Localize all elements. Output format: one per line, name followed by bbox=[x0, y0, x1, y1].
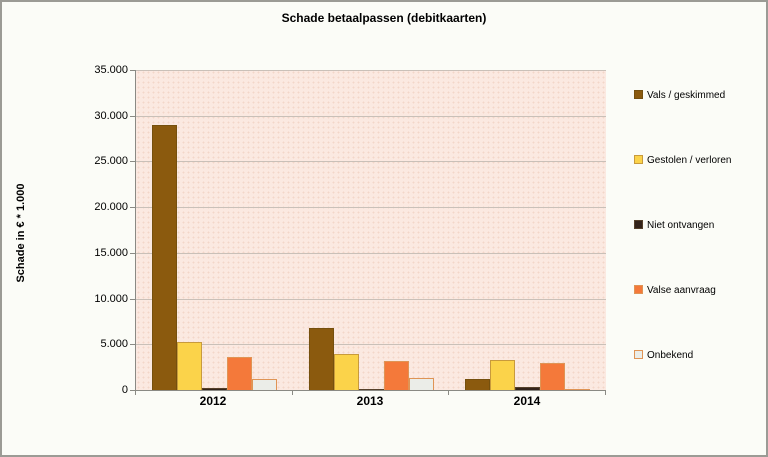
bar-vals-geskimmed-2014 bbox=[465, 379, 490, 390]
legend-item-valse-aanvraag: Valse aanvraag bbox=[634, 285, 716, 299]
legend-label: Vals / geskimmed bbox=[647, 90, 726, 101]
gridline bbox=[136, 253, 606, 254]
y-tick-label: 35.000 bbox=[94, 64, 128, 76]
legend: Vals / geskimmed Gestolen / verloren Niet … bbox=[634, 2, 766, 455]
gridline bbox=[136, 299, 606, 300]
y-tick-mark bbox=[130, 70, 135, 71]
gridline bbox=[136, 161, 606, 162]
x-tick-mark bbox=[292, 391, 293, 395]
gridline bbox=[136, 207, 606, 208]
legend-color-swatch-icon bbox=[634, 90, 643, 99]
legend-label: Onbekend bbox=[647, 350, 694, 361]
y-tick-mark bbox=[130, 116, 135, 117]
legend-label: Niet ontvangen bbox=[647, 220, 715, 231]
y-tick-label: 15.000 bbox=[94, 247, 128, 259]
bar-gestolen-verloren-2013 bbox=[334, 354, 359, 390]
y-tick-label: 30.000 bbox=[94, 110, 128, 122]
plot-area bbox=[135, 70, 606, 391]
y-tick-label: 0 bbox=[121, 384, 128, 396]
y-tick-label: 25.000 bbox=[94, 155, 128, 167]
y-tick-label: 20.000 bbox=[94, 201, 128, 213]
y-tick-label: 10.000 bbox=[94, 293, 128, 305]
bar-niet-ontvangen-2014 bbox=[515, 387, 540, 390]
legend-item-gestolen-verloren: Gestolen / verloren bbox=[634, 155, 732, 169]
legend-color-swatch-icon bbox=[634, 155, 643, 164]
x-tick-mark bbox=[605, 391, 606, 395]
bar-onbekend-2013 bbox=[409, 378, 434, 390]
y-tick-mark bbox=[130, 344, 135, 345]
x-tick-mark bbox=[135, 391, 136, 395]
bar-niet-ontvangen-2012 bbox=[202, 388, 227, 390]
bar-valse-aanvraag-2012 bbox=[227, 357, 252, 390]
bar-vals-geskimmed-2012 bbox=[152, 125, 177, 390]
legend-color-swatch-icon bbox=[634, 285, 643, 294]
bar-gestolen-verloren-2012 bbox=[177, 342, 202, 390]
bar-valse-aanvraag-2014 bbox=[540, 363, 565, 390]
x-tick-mark bbox=[448, 391, 449, 395]
x-category-label: 2012 bbox=[199, 394, 227, 408]
legend-item-vals-geskimmed: Vals / geskimmed bbox=[634, 90, 725, 104]
bar-vals-geskimmed-2013 bbox=[309, 328, 334, 390]
legend-item-onbekend: Onbekend bbox=[634, 350, 693, 364]
y-tick-mark bbox=[130, 207, 135, 208]
legend-color-swatch-icon bbox=[634, 220, 643, 229]
legend-label: Gestolen / verloren bbox=[647, 155, 732, 166]
chart-title: Schade betaalpassen (debitkaarten) bbox=[281, 11, 487, 25]
legend-color-swatch-icon bbox=[634, 350, 643, 359]
gridline bbox=[136, 70, 606, 71]
gridline bbox=[136, 116, 606, 117]
x-category-label: 2013 bbox=[356, 394, 384, 408]
bar-gestolen-verloren-2014 bbox=[490, 360, 515, 390]
gridline bbox=[136, 344, 606, 345]
y-tick-label: 5.000 bbox=[100, 338, 128, 350]
y-tick-mark bbox=[130, 390, 135, 391]
bar-niet-ontvangen-2013 bbox=[359, 389, 384, 390]
y-tick-mark bbox=[130, 253, 135, 254]
x-category-label: 2014 bbox=[513, 394, 541, 408]
y-tick-mark bbox=[130, 161, 135, 162]
legend-label: Valse aanvraag bbox=[647, 285, 716, 296]
bar-onbekend-2014 bbox=[565, 389, 590, 390]
bar-onbekend-2012 bbox=[252, 379, 277, 390]
y-tick-mark bbox=[130, 299, 135, 300]
bar-valse-aanvraag-2013 bbox=[384, 361, 409, 390]
legend-item-niet-ontvangen: Niet ontvangen bbox=[634, 220, 714, 234]
